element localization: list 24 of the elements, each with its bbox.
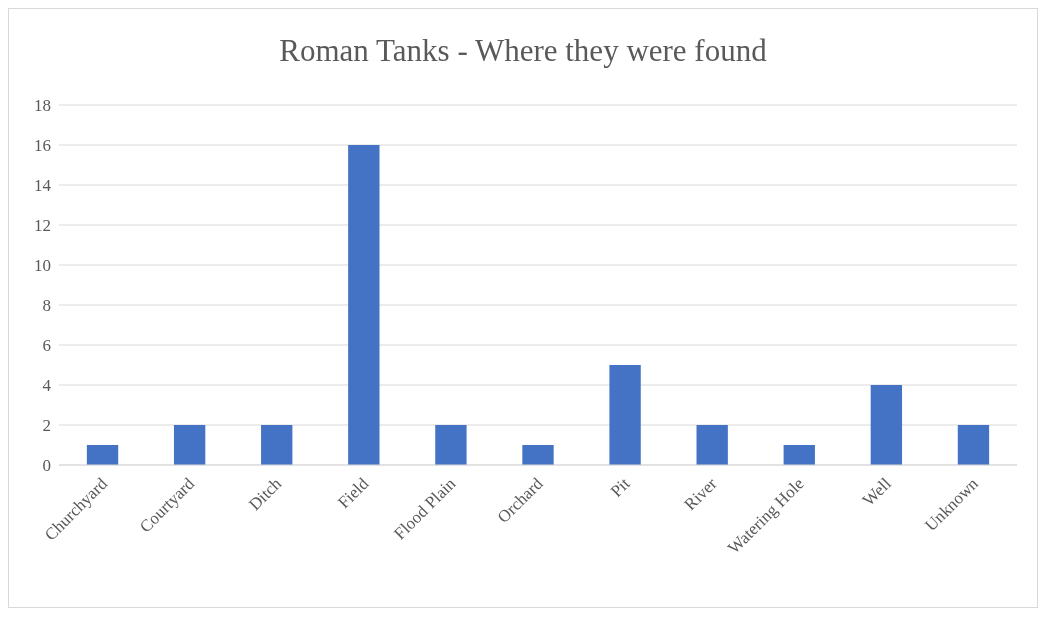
bar bbox=[348, 145, 380, 465]
y-tick-label: 14 bbox=[34, 176, 52, 196]
bar bbox=[783, 445, 815, 465]
y-tick-label: 2 bbox=[42, 416, 51, 436]
y-tick-label: 8 bbox=[42, 296, 51, 316]
chart-title: Roman Tanks - Where they were found bbox=[278, 32, 768, 70]
x-tick-label: Pit bbox=[606, 473, 634, 501]
bar bbox=[609, 365, 641, 465]
bar bbox=[261, 425, 293, 465]
y-tick-label: 12 bbox=[34, 216, 51, 236]
y-tick-label: 6 bbox=[42, 336, 51, 356]
bar bbox=[522, 445, 554, 465]
bar bbox=[435, 425, 467, 465]
x-tick-label: Well bbox=[859, 473, 896, 510]
y-tick-label: 18 bbox=[34, 96, 51, 116]
y-tick-label: 4 bbox=[42, 376, 52, 396]
y-tick-label: 16 bbox=[34, 136, 51, 156]
y-tick-label: 10 bbox=[34, 256, 51, 276]
bar bbox=[957, 425, 990, 465]
bar bbox=[173, 425, 206, 465]
bar bbox=[86, 445, 119, 465]
y-tick-label: 0 bbox=[42, 456, 51, 476]
bar bbox=[870, 385, 903, 465]
bar bbox=[696, 425, 728, 465]
